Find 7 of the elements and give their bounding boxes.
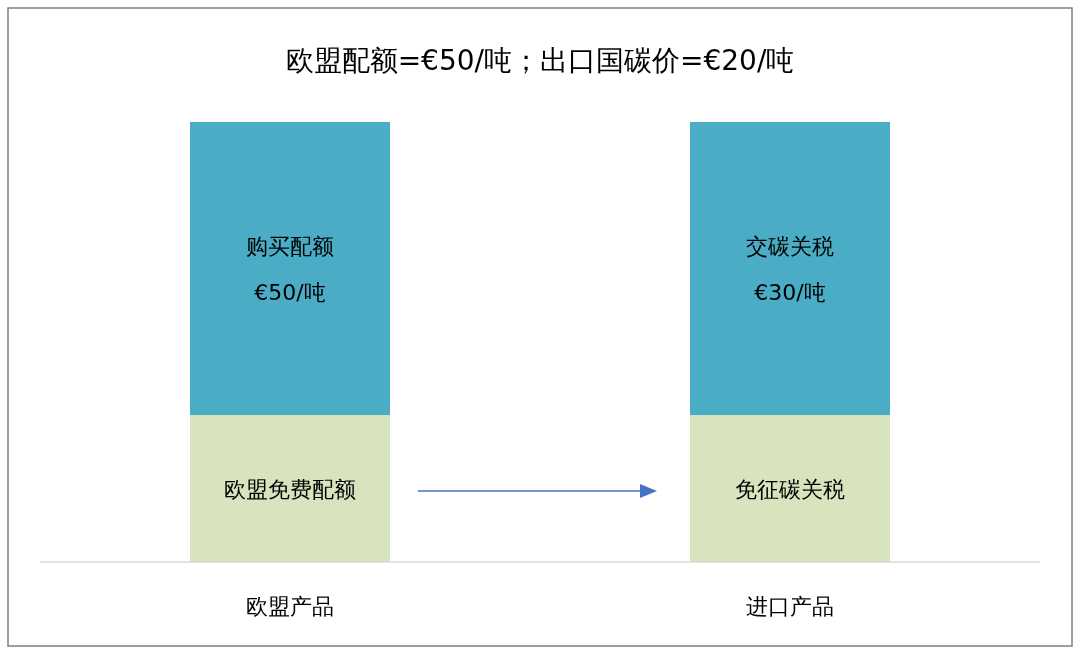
x-tick-label: 欧盟产品 [246,594,334,619]
annotation: 购买配额 €50/吨 [246,233,334,305]
annotation: 交碳关税 €30/吨 [746,233,834,305]
chart-title: 欧盟配额=€50/吨；出口国碳价=€20/吨 [285,44,795,77]
annotation: 免征碳关税 [735,476,845,502]
x-tick-label: 进口产品 [746,594,834,619]
annotation: 欧盟免费配额 [224,476,356,502]
